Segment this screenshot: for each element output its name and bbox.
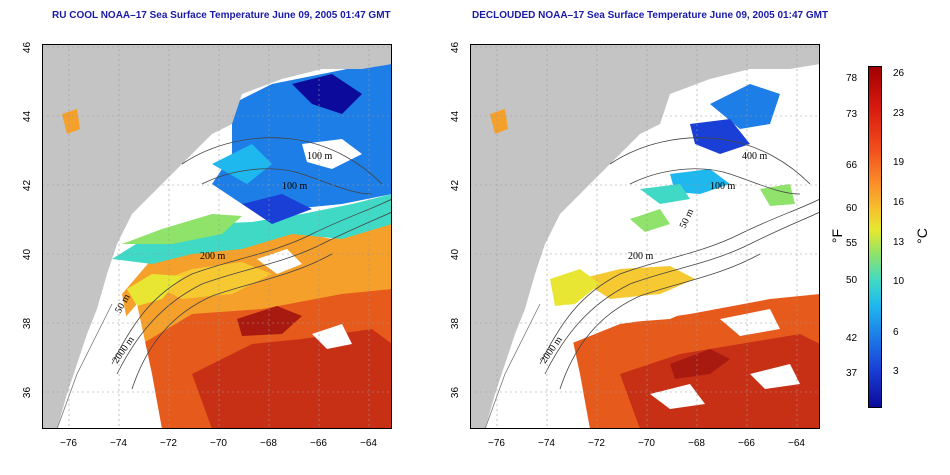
- right-contour-label: 100 m: [710, 181, 736, 192]
- left-map-title: RU COOL NOAA–17 Sea Surface Temperature …: [52, 10, 391, 21]
- colorbar-f-tick: 42: [846, 333, 858, 344]
- left-y-tick: 36: [22, 386, 34, 399]
- right-map-title: DECLOUDED NOAA–17 Sea Surface Temperatur…: [472, 10, 829, 21]
- colorbar-f-tick: 55: [846, 238, 858, 249]
- left-y-tick: 38: [22, 317, 34, 330]
- left-map-canvas: 100 m 100 m 200 m 50 m 2000 m: [42, 44, 392, 429]
- right-x-tick: −70: [638, 438, 655, 449]
- colorbar-f-tick: 37: [846, 368, 858, 379]
- colorbar-f-tick: 66: [846, 160, 858, 171]
- left-x-tick: −66: [310, 438, 327, 449]
- right-y-tick: 38: [450, 317, 462, 330]
- left-x-tick: −76: [60, 438, 77, 449]
- right-map-canvas: 400 m 100 m 50 m 200 m 2000 m: [470, 44, 820, 429]
- right-contour-label: 200 m: [628, 251, 654, 262]
- left-y-tick: 40: [22, 248, 34, 261]
- colorbar-c-tick: 13: [893, 237, 905, 248]
- colorbar-c-tick: 10: [893, 276, 905, 287]
- right-y-tick: 44: [450, 110, 462, 123]
- left-x-tick: −64: [360, 438, 377, 449]
- right-sst-map: 400 m 100 m 50 m 200 m 2000 m: [470, 44, 820, 429]
- left-x-tick: −74: [110, 438, 127, 449]
- right-y-tick: 40: [450, 248, 462, 261]
- temperature-colorbar: [868, 66, 882, 408]
- right-x-tick: −76: [488, 438, 505, 449]
- right-y-tick: 46: [450, 41, 462, 54]
- right-y-tick: 42: [450, 179, 462, 192]
- colorbar-c-tick: 6: [893, 327, 899, 338]
- left-x-tick: −68: [260, 438, 277, 449]
- colorbar-f-tick: 73: [846, 109, 858, 120]
- colorbar-f-tick: 60: [846, 203, 858, 214]
- right-x-tick: −66: [738, 438, 755, 449]
- left-x-tick: −72: [160, 438, 177, 449]
- left-y-tick: 44: [22, 110, 34, 123]
- colorbar-c-tick: 26: [893, 68, 905, 79]
- colorbar-c-tick: 3: [893, 366, 899, 377]
- left-y-tick: 46: [22, 41, 34, 54]
- left-sst-map: 100 m 100 m 200 m 50 m 2000 m: [42, 44, 392, 429]
- left-contour-label: 200 m: [200, 251, 226, 262]
- colorbar-f-tick: 50: [846, 275, 858, 286]
- right-x-tick: −68: [688, 438, 705, 449]
- fahrenheit-unit-label: °F: [829, 228, 846, 244]
- colorbar-c-tick: 19: [893, 157, 905, 168]
- left-y-tick: 42: [22, 179, 34, 192]
- right-x-tick: −72: [588, 438, 605, 449]
- right-contour-label: 400 m: [742, 151, 768, 162]
- right-x-tick: −64: [788, 438, 805, 449]
- left-contour-label: 100 m: [282, 181, 308, 192]
- colorbar-f-tick: 78: [846, 73, 858, 84]
- left-x-tick: −70: [210, 438, 227, 449]
- celsius-unit-label: °C: [913, 228, 930, 244]
- colorbar-c-tick: 23: [893, 108, 905, 119]
- right-x-tick: −74: [538, 438, 555, 449]
- colorbar-c-tick: 16: [893, 197, 905, 208]
- right-y-tick: 36: [450, 386, 462, 399]
- left-contour-label: 100 m: [307, 151, 333, 162]
